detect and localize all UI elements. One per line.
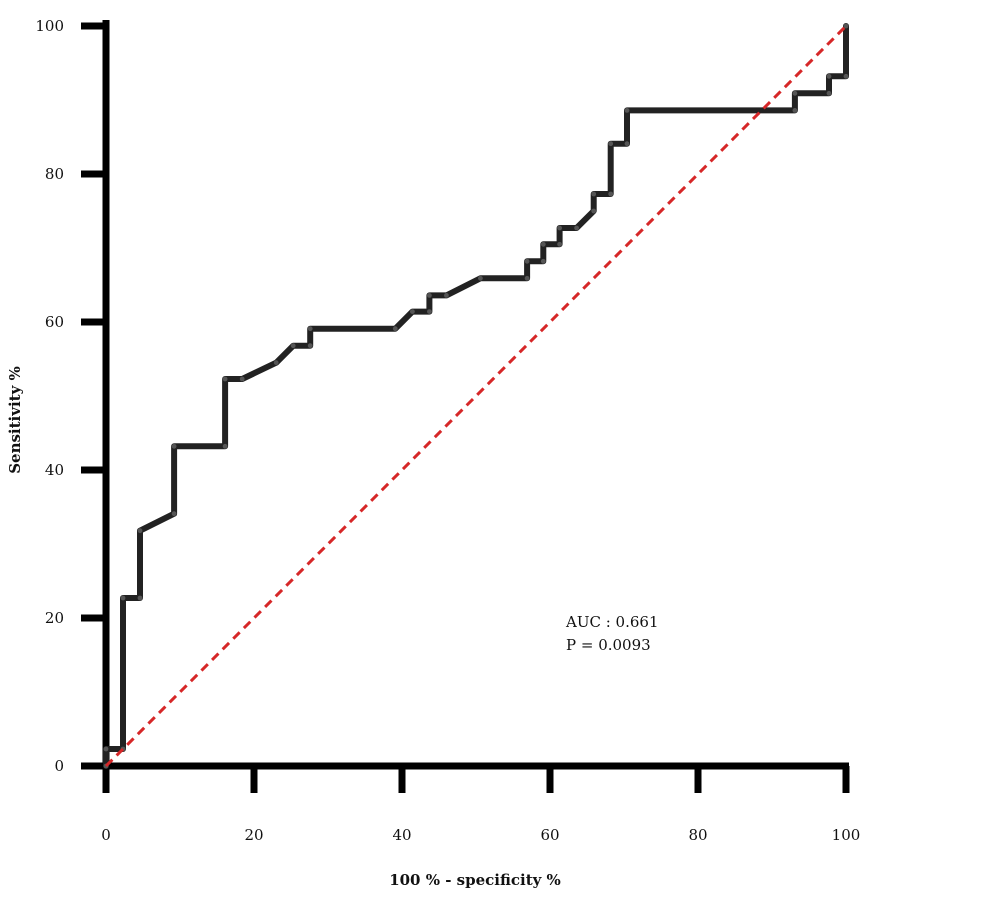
x-tick-label: 80 — [688, 826, 707, 844]
roc-curve-point — [540, 258, 546, 264]
y-tick-label: 60 — [45, 313, 64, 331]
axes: 0 20 40 60 80 100 0 20 40 60 80 100 — [35, 17, 860, 844]
roc-curve-point — [222, 443, 228, 449]
roc-curve-line — [103, 23, 849, 769]
roc-curve-point — [137, 528, 143, 534]
annotation-auc: AUC : 0.661 — [565, 613, 658, 631]
roc-curve-point — [307, 343, 313, 349]
y-tick-label: 80 — [45, 165, 64, 183]
roc-curve-point — [171, 511, 177, 517]
roc-curve-point — [826, 90, 832, 96]
roc-curve-point — [826, 73, 832, 79]
roc-curve-point — [624, 141, 630, 147]
roc-curve-point — [557, 241, 562, 247]
roc-curve-point — [608, 191, 614, 197]
roc-curve-point — [239, 376, 245, 382]
reference-diagonal-line — [104, 24, 848, 768]
roc-curve-point — [444, 293, 449, 298]
roc-curve-point — [171, 443, 177, 449]
roc-curve-point — [557, 225, 562, 231]
roc-curve-point — [624, 108, 630, 113]
roc-curve-point — [137, 595, 143, 601]
roc-curve-point — [427, 293, 432, 298]
x-tick-label: 60 — [540, 826, 559, 844]
roc-curve-point — [392, 326, 398, 332]
roc-curve-point — [427, 309, 432, 314]
x-tick-label: 100 — [832, 826, 861, 844]
y-tick-label: 20 — [45, 609, 64, 627]
roc-curve-point — [591, 208, 597, 214]
x-tick-label: 0 — [101, 826, 111, 844]
y-axis-title: Sensitivity % — [6, 366, 24, 474]
roc-curve-point — [410, 309, 415, 314]
roc-curve-point — [103, 746, 109, 752]
plot-area — [103, 23, 849, 769]
roc-curve-point — [222, 376, 228, 382]
roc-curve-point — [290, 343, 296, 349]
roc-curve-point — [591, 191, 597, 197]
roc-curve-point — [843, 73, 849, 79]
roc-curve-point — [273, 360, 279, 366]
roc-curve-point — [120, 595, 126, 601]
roc-curve-point — [524, 258, 530, 264]
roc-curve-point — [478, 275, 483, 281]
x-tick-label: 40 — [392, 826, 411, 844]
roc-curve-point — [792, 108, 798, 113]
roc-curve-point — [540, 241, 546, 247]
roc-curve-point — [574, 225, 579, 231]
x-tick-label: 20 — [244, 826, 263, 844]
roc-curve-point — [843, 23, 849, 29]
roc-curve-point — [792, 90, 798, 96]
annotation-p-value: P = 0.0093 — [566, 636, 651, 654]
x-axis-title: 100 % - specificity % — [389, 871, 561, 889]
roc-curve-point — [524, 275, 530, 281]
y-tick-label: 0 — [54, 757, 64, 775]
roc-curve-point — [307, 326, 313, 332]
roc-curve-point — [608, 141, 614, 147]
y-tick-label: 40 — [45, 461, 64, 479]
y-tick-label: 100 — [35, 17, 64, 35]
